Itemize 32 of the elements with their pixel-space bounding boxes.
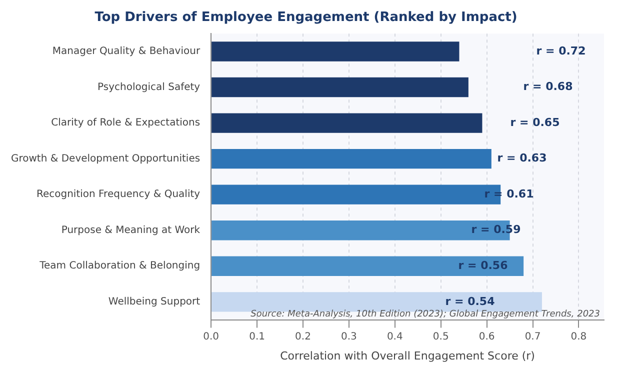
annotation: r = 0.63 [497, 152, 547, 165]
x-tick-label: 0.7 [524, 331, 541, 342]
x-tick-label: 0.2 [295, 331, 311, 342]
x-tick-label: 0.8 [570, 331, 587, 342]
y-tick-label: Purpose & Meaning at Work [61, 224, 200, 236]
annotation: r = 0.56 [458, 258, 508, 272]
bar [212, 77, 468, 98]
annotation: r = 0.72 [536, 44, 586, 58]
x-tick-label: 0.4 [386, 331, 403, 342]
x-tick-label: 0.5 [432, 331, 449, 342]
x-tick-label: 0.0 [203, 331, 220, 342]
annotation: r = 0.65 [510, 116, 560, 129]
y-tick-label: Recognition Frequency & Quality [36, 189, 200, 200]
y-tick-label: Growth & Development Opportunities [10, 153, 200, 164]
y-tick-label: Psychological Safety [98, 82, 200, 93]
y-tick-label: Team Collaboration & Belonging [38, 260, 200, 272]
x-axis-title: Correlation with Overall Engagement Score (r) [280, 349, 535, 362]
annotation: r = 0.68 [523, 80, 573, 94]
bar [212, 148, 492, 169]
x-tick-label: 0.6 [478, 331, 495, 342]
bar [212, 113, 482, 133]
y-tick-label: Clarity of Role & Expectations [51, 118, 200, 129]
bar [212, 42, 460, 62]
y-tick-label: Manager Quality & Behaviour [52, 46, 201, 58]
annotation: Source: Meta-Analysis, 10th Edition (2023); Global Engagement Trends, 2023 [250, 310, 600, 320]
x-tick-label: 0.1 [249, 331, 265, 342]
bar [212, 256, 524, 276]
bar [212, 184, 501, 204]
y-tick-label: Wellbeing Support [108, 296, 200, 308]
chart-title: Top Drivers of Employee Engagement (Ranked by Impact) [94, 10, 518, 26]
x-tick-label: 0.3 [340, 331, 357, 342]
annotation: r = 0.54 [445, 294, 496, 308]
